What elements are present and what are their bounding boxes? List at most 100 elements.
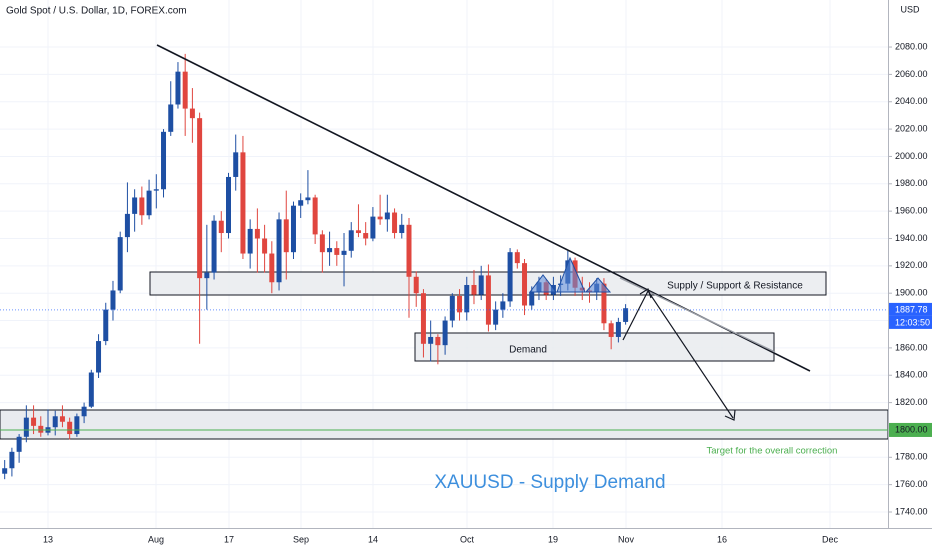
target-note: Target for the overall correction xyxy=(707,446,838,457)
candle-body xyxy=(276,219,282,283)
y-tick-label: 2000.00 xyxy=(895,151,928,161)
candle-body xyxy=(507,252,513,302)
candle-body xyxy=(175,71,181,105)
x-tick-label: 14 xyxy=(368,534,378,544)
candle-body xyxy=(442,320,448,346)
candle-body xyxy=(615,321,621,337)
candle-body xyxy=(500,301,506,310)
candle-body xyxy=(139,197,145,216)
candle-body xyxy=(204,272,210,279)
candle-body xyxy=(608,323,614,337)
demand-zone xyxy=(414,332,775,362)
candle-body xyxy=(529,291,535,306)
candle-body xyxy=(218,220,224,234)
candle-body xyxy=(290,205,296,253)
candle-body xyxy=(96,341,102,373)
y-tick-label: 2040.00 xyxy=(895,96,928,106)
candle-body xyxy=(457,295,463,313)
supply-label: Supply / Support & Resistance xyxy=(667,281,803,292)
candle-body xyxy=(514,252,520,264)
candle-body xyxy=(153,189,159,191)
grid xyxy=(0,0,888,528)
y-tick-label: 1900.00 xyxy=(895,288,928,298)
candle-body xyxy=(161,131,167,190)
arrow-head xyxy=(639,288,652,299)
y-tick-label: 2080.00 xyxy=(895,41,928,51)
candle-body xyxy=(233,152,239,177)
y-tick-label: 1960.00 xyxy=(895,206,928,216)
candle-body xyxy=(31,417,37,426)
candle-body xyxy=(319,234,325,253)
candle-body xyxy=(189,108,195,119)
candle-body xyxy=(377,216,383,220)
candle-body xyxy=(16,436,22,452)
y-tick-label: 1940.00 xyxy=(895,233,928,243)
arrow-head xyxy=(724,409,736,421)
y-tick-label: 1760.00 xyxy=(895,479,928,489)
y-tick-label: 1740.00 xyxy=(895,506,928,516)
axis-labels: 1740.00 1760.00 1780.00 1800.00 1820.00 1840.… xyxy=(43,41,932,544)
candle-body xyxy=(132,197,138,214)
x-tick-label: Dec xyxy=(822,534,839,544)
candle-body xyxy=(305,197,311,201)
candle-body xyxy=(435,336,441,346)
x-tick-label: 19 xyxy=(548,534,558,544)
candle-body xyxy=(341,250,347,255)
projection-arrow xyxy=(622,289,734,419)
candle-body xyxy=(298,200,304,206)
candle-body xyxy=(399,224,405,234)
x-tick-label: Sep xyxy=(293,534,309,544)
candle-body xyxy=(471,284,477,295)
last-price-label: 1887.78 xyxy=(895,304,928,314)
countdown: 12:03:50 xyxy=(895,317,930,327)
candle-body xyxy=(168,104,174,132)
candle-body xyxy=(449,295,455,321)
x-tick-label: 16 xyxy=(717,534,727,544)
candle-body xyxy=(88,372,94,407)
candle-body xyxy=(38,425,44,433)
candle-body xyxy=(81,406,87,417)
candle-body xyxy=(146,190,152,216)
x-tick-label: Oct xyxy=(460,534,475,544)
countdown-tag xyxy=(889,315,932,329)
candle-body xyxy=(355,230,361,234)
candle-body xyxy=(334,248,340,255)
candle-body xyxy=(240,152,246,254)
lower-zone xyxy=(0,409,889,440)
candle-body xyxy=(110,290,116,310)
candle-body xyxy=(406,224,412,277)
candle-body xyxy=(485,275,491,325)
x-tick-label: Aug xyxy=(148,534,164,544)
candle-body xyxy=(23,417,29,437)
x-tick-label: 13 xyxy=(43,534,53,544)
candle-body xyxy=(522,263,528,306)
candle-body xyxy=(413,276,419,294)
chart-title: Gold Spot / U.S. Dollar, 1D, FOREX.com xyxy=(6,6,187,17)
x-tick-label: Nov xyxy=(618,534,635,544)
candle-body xyxy=(478,275,484,295)
candle-body xyxy=(348,230,354,251)
candle-body xyxy=(247,228,253,254)
candle-body xyxy=(464,284,470,313)
candle-body xyxy=(283,219,289,253)
last-price-tag xyxy=(889,302,932,316)
candle-body xyxy=(9,451,15,469)
currency: USD xyxy=(900,4,920,14)
pattern-triangle xyxy=(584,277,612,293)
candle-body xyxy=(52,416,58,428)
candle-body xyxy=(420,293,426,344)
candle-body xyxy=(211,220,217,273)
candle-body xyxy=(623,308,629,322)
candle-body xyxy=(493,309,499,325)
candle-body xyxy=(363,233,369,239)
y-tick-label: 1980.00 xyxy=(895,178,928,188)
demand-label: Demand xyxy=(509,345,547,356)
candle-body xyxy=(262,238,268,254)
price-axis xyxy=(888,0,932,550)
candle-body xyxy=(2,468,8,474)
y-tick-label: 1820.00 xyxy=(895,397,928,407)
candle-body xyxy=(312,197,318,235)
candle-body xyxy=(370,216,376,239)
candle-body xyxy=(74,416,80,435)
